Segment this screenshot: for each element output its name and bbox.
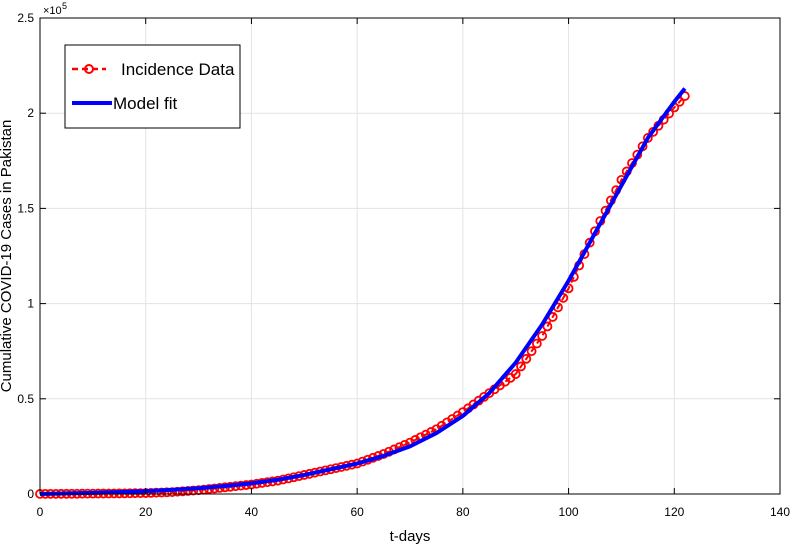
y-tick-label: 0.5 xyxy=(17,392,34,406)
incidence-data-point xyxy=(537,331,548,341)
grid xyxy=(40,18,780,494)
plot-frame xyxy=(39,17,781,495)
incidence-data-point xyxy=(531,338,542,349)
incidence-data-point xyxy=(542,321,553,332)
incidence-data-point xyxy=(510,369,521,379)
legend-box xyxy=(64,44,241,129)
y-tick-label: 2.5 xyxy=(17,11,34,25)
x-tick-label: 120 xyxy=(664,505,684,519)
y-tick-label: 0 xyxy=(27,487,34,501)
x-tick-label: 80 xyxy=(456,505,470,519)
x-tick-label: 0 xyxy=(37,505,44,519)
incidence-data-point xyxy=(521,353,532,364)
ticks: 0 20 40 60 80 100 120 140 0 0.5 1 1.5 2 2.5 xyxy=(17,11,790,519)
incidence-data-point xyxy=(526,346,537,357)
y-axis-label: Cumulative COVID-19 Cases in Pakistan xyxy=(0,120,15,393)
x-tick-label: 20 xyxy=(139,505,153,519)
x-axis-label: t-days xyxy=(390,528,431,545)
model-fit-line xyxy=(39,87,687,496)
series-layer xyxy=(35,87,690,499)
x-tick-label: 100 xyxy=(559,505,579,519)
x-tick-label: 140 xyxy=(770,505,790,519)
incidence-data-point xyxy=(516,361,526,372)
y-tick-label: 1 xyxy=(27,297,34,311)
y-tick-label: 1.5 xyxy=(17,201,34,215)
legend-label-incidence: Incidence Data xyxy=(121,60,235,79)
x-tick-label: 60 xyxy=(350,505,364,519)
y-exponent-base: ×10 xyxy=(43,5,62,17)
legend-label-model: Model fit xyxy=(113,94,178,113)
y-exponent-power: 5 xyxy=(62,1,67,11)
x-tick-label: 40 xyxy=(245,505,259,519)
y-tick-label: 2 xyxy=(27,106,34,120)
legend: Incidence Data Model fit xyxy=(64,44,241,129)
legend-swatch-incidence-marker xyxy=(84,64,94,74)
